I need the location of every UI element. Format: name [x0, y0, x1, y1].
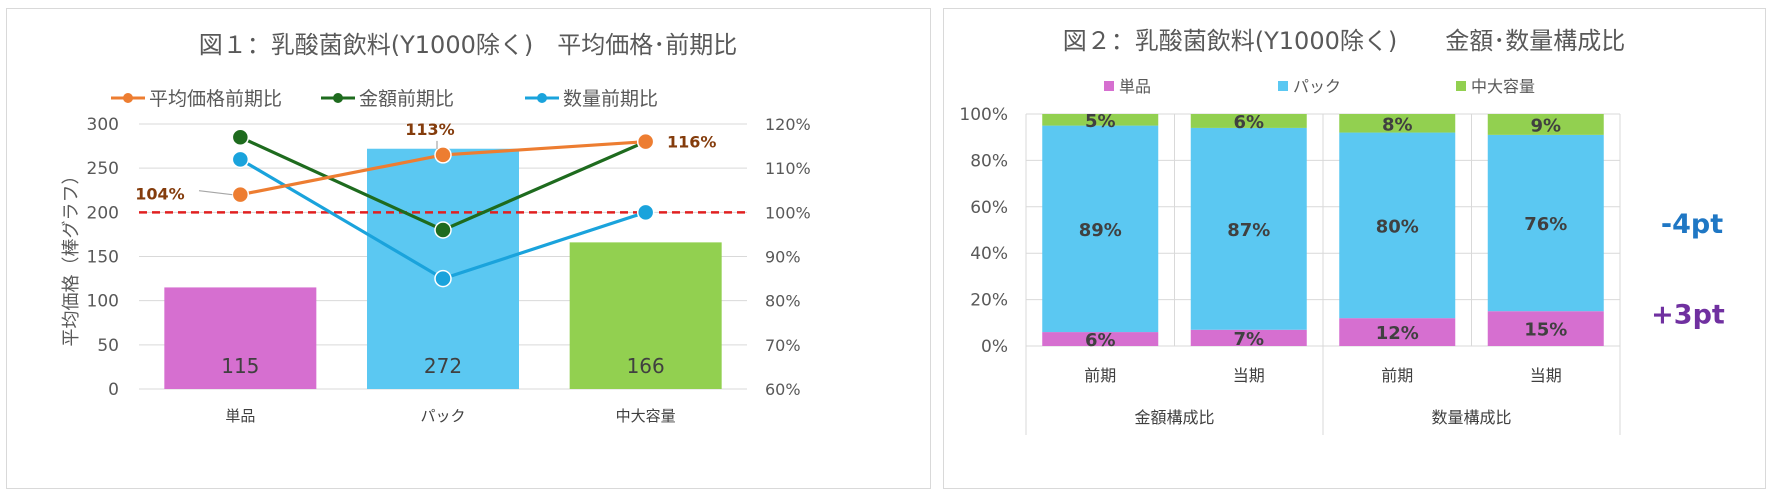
y-tick-label: 60% [970, 198, 1008, 218]
legend-swatch-1 [1278, 81, 1288, 91]
group-label: 金額構成比 [1134, 408, 1214, 427]
segment-0-0 [1042, 332, 1159, 346]
data-label: 104% [135, 185, 184, 204]
legend: 単品 パック 中大容量 [1104, 77, 1535, 96]
legend-label-2: 中大容量 [1471, 77, 1535, 96]
x-tick-label: 当期 [1530, 366, 1562, 385]
data-label-leader-0 [198, 190, 233, 196]
segment-2-0 [1042, 114, 1159, 126]
annotation-pack-change: -4pt [1661, 209, 1723, 240]
segment-1-1 [1190, 127, 1307, 330]
data-label: 116% [667, 133, 716, 152]
legend-label-0: 平均価格前期比 [149, 88, 282, 110]
segment-2-2 [1339, 114, 1456, 133]
segment-2-1 [1190, 114, 1307, 128]
legend-label-0: 単品 [1119, 77, 1151, 96]
bar-1 [367, 148, 519, 389]
segment-0-1 [1190, 329, 1307, 346]
y-axis-label: 平均価格（棒グラフ） [61, 167, 82, 347]
x-tick-label: 前期 [1381, 366, 1413, 385]
segment-label: 8% [1382, 114, 1413, 135]
x-tick-label: 単品 [225, 407, 255, 425]
y2-tick-label: 70% [765, 336, 801, 355]
bar-value-label: 115 [221, 354, 259, 378]
segment-label: 89% [1079, 220, 1122, 241]
x-tick-label: 中大容量 [616, 407, 676, 425]
series-point-1-1 [434, 221, 452, 239]
bar-2 [569, 242, 722, 389]
series-point-2-2 [636, 203, 655, 222]
y-tick-label: 20% [970, 291, 1008, 311]
data-label: 113% [405, 120, 454, 139]
chart-title: 図２：乳酸菌飲料(Y1000除く) 金額･数量構成比 [1063, 27, 1625, 55]
chart-title: 図１：乳酸菌飲料(Y1000除く) 平均価格･前期比 [199, 31, 737, 59]
y2-tick-label: 120% [765, 115, 811, 134]
segment-0-3 [1487, 311, 1604, 346]
y-tick-label: 100 [87, 292, 119, 312]
segment-label: 87% [1227, 220, 1270, 241]
chart-panel-price: 図１：乳酸菌飲料(Y1000除く) 平均価格･前期比平均価格前期比 金額前期比 数量… [6, 8, 931, 489]
segment-label: 5% [1085, 111, 1116, 132]
legend-label-2: 数量前期比 [563, 88, 658, 110]
legend-label-1: パック [1293, 77, 1341, 96]
y-tick-label: 0% [981, 337, 1008, 357]
legend-marker-2 [537, 93, 547, 103]
segment-label: 9% [1530, 115, 1561, 136]
y2-tick-label: 90% [765, 248, 801, 267]
y2-tick-label: 60% [765, 380, 801, 399]
y-tick-label: 300 [87, 115, 119, 135]
bar-value-label: 272 [424, 354, 462, 378]
x-tick-label: パック [420, 407, 465, 425]
segment-label: 15% [1524, 320, 1567, 341]
segment-1-0 [1042, 125, 1159, 333]
x-tick-label: 前期 [1084, 366, 1116, 385]
segment-label: 12% [1376, 323, 1419, 344]
y2-tick-label: 100% [765, 203, 811, 222]
segment-label: 6% [1085, 330, 1116, 351]
y-tick-label: 150 [87, 248, 119, 268]
chart-panel-composition: 図２：乳酸菌飲料(Y1000除く) 金額･数量構成比単品 パック 中大容量 0% 20%… [943, 8, 1766, 489]
series-point-2-1 [434, 269, 452, 288]
segment-label: 80% [1376, 216, 1419, 237]
series-point-0-0 [231, 185, 250, 204]
y-tick-label: 0 [108, 380, 119, 400]
series-point-0-1 [434, 146, 452, 164]
y2-tick-label: 110% [765, 159, 811, 178]
segment-label: 6% [1233, 112, 1264, 133]
y-tick-label: 200 [87, 203, 119, 223]
segment-1-2 [1339, 132, 1456, 319]
bar-0 [164, 287, 317, 389]
series-point-2-0 [231, 150, 250, 169]
legend: 平均価格前期比 金額前期比 数量前期比 [111, 88, 658, 110]
group-label: 数量構成比 [1431, 408, 1511, 427]
y-tick-label: 250 [87, 159, 119, 179]
bar-value-label: 166 [627, 354, 665, 378]
legend-label-1: 金額前期比 [359, 88, 454, 110]
y-tick-label: 80% [970, 151, 1008, 171]
y-tick-label: 40% [970, 244, 1008, 264]
y-tick-label: 100% [959, 105, 1008, 125]
segment-label: 76% [1524, 214, 1567, 235]
series-point-0-2 [636, 132, 655, 151]
x-tick-label: 当期 [1233, 366, 1265, 385]
series-point-1-0 [231, 128, 250, 146]
segment-0-2 [1339, 318, 1456, 346]
segment-1-3 [1487, 134, 1604, 312]
segment-label: 7% [1233, 329, 1264, 350]
y2-tick-label: 80% [765, 292, 801, 311]
annotation-single-change: +3pt [1651, 300, 1725, 331]
legend-marker-1 [333, 93, 343, 103]
segment-2-3 [1487, 114, 1604, 135]
legend-marker-0 [123, 93, 133, 103]
legend-swatch-2 [1456, 81, 1466, 91]
y-tick-label: 50 [97, 336, 119, 356]
legend-swatch-0 [1104, 81, 1114, 91]
